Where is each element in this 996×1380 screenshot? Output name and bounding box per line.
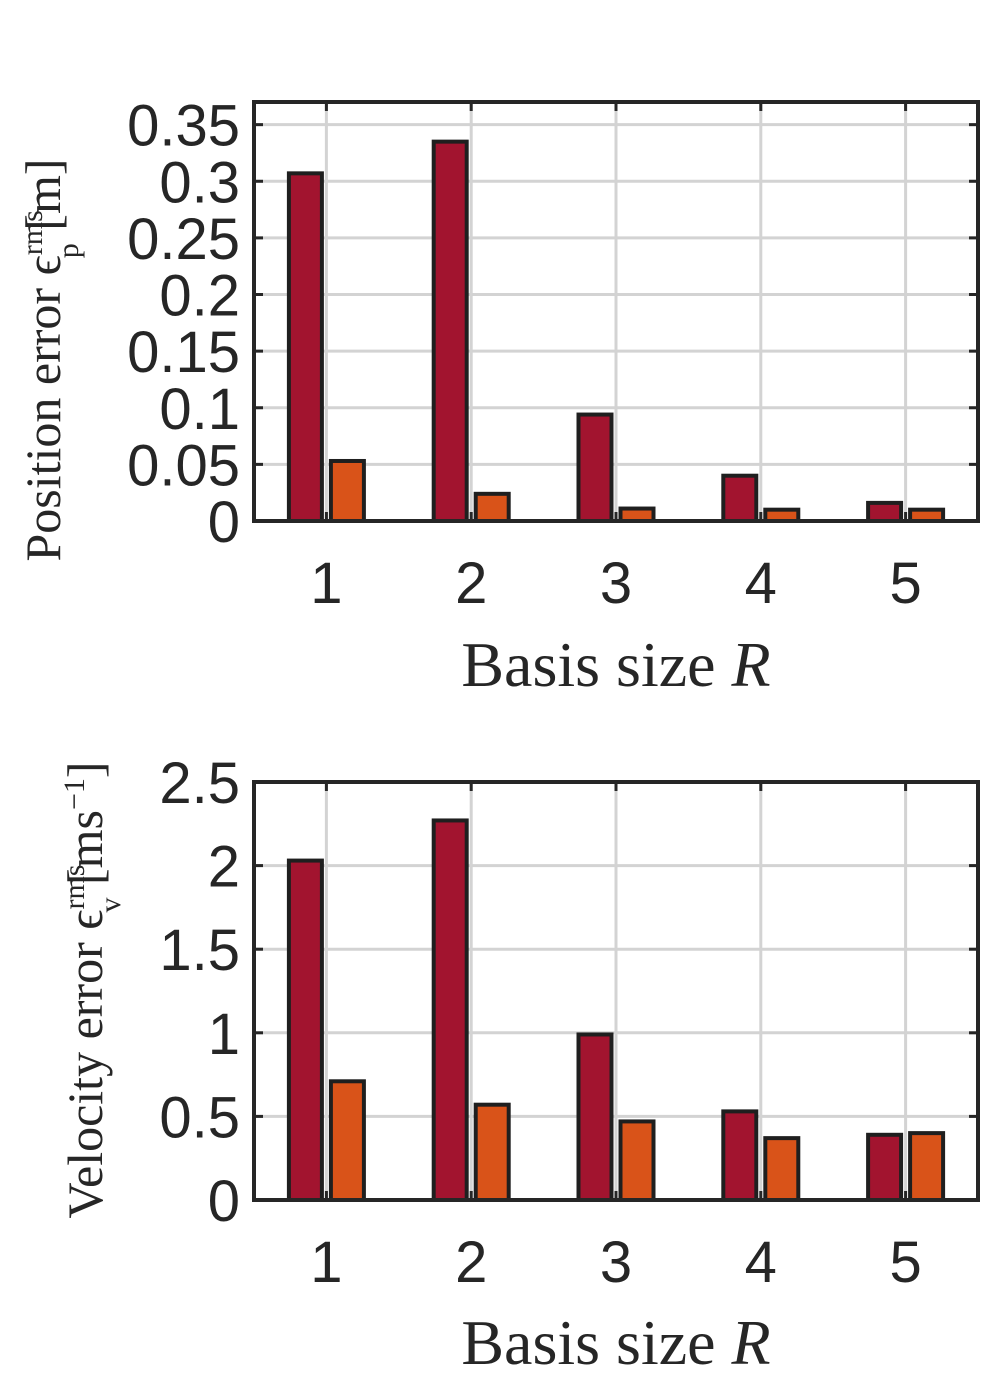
y-tick-label: 0.25 (127, 207, 240, 272)
x-tick-label: 1 (310, 551, 342, 616)
y-tick-label: 2.5 (159, 751, 240, 816)
y-axis-label-unit: [m] (15, 158, 71, 243)
x-tick-label: 2 (455, 1230, 487, 1295)
bar-series-2-2 (473, 1102, 511, 1203)
y-axis-label-unit: [ms (57, 810, 113, 898)
bars (286, 818, 946, 1203)
y-tick-label: 0 (208, 1169, 240, 1234)
plot-frame (252, 100, 980, 523)
bar-series-2-5 (908, 1131, 946, 1202)
bar-series-2-3 (618, 1119, 656, 1203)
y-axis-label-sub: p (52, 243, 85, 258)
x-tick-label: 3 (600, 551, 632, 616)
y-axis-label-unit-end: ] (57, 761, 113, 778)
y-axis-label-unit-sup: −1 (58, 778, 91, 810)
position-error-chart: 00.050.10.150.20.250.30.35 1 2 3 4 5 Basis s… (15, 94, 980, 700)
y-axis-label-sub: v (94, 898, 127, 913)
y-axis-label-text: Velocity error ϵ (57, 910, 113, 1219)
grid (254, 102, 978, 521)
x-axis-label-text: Basis size (461, 629, 731, 700)
x-tick-label: 3 (600, 1230, 632, 1295)
velocity-error-chart: 0 0.5 1 1.5 2 2.5 1 2 3 4 5 Basis size R Velocity… (57, 751, 980, 1378)
y-tick-label: 0.3 (159, 150, 240, 215)
y-axis-label-sup: rms (58, 865, 91, 910)
bar-series-1-4 (721, 1109, 759, 1203)
y-tick-label: 0.05 (127, 433, 240, 498)
bar-series-1-5 (866, 1132, 904, 1202)
y-tick-label: 1 (208, 1002, 240, 1067)
y-tick-label: 0.1 (159, 377, 240, 442)
x-axis-label-var: R (731, 629, 771, 700)
bar-series-1-2 (431, 818, 469, 1202)
bar-series-1-3 (576, 1032, 614, 1203)
x-axis-label: Basis size R (461, 629, 770, 700)
y-axis-label: Position error ϵrms p [m] (15, 158, 85, 561)
x-axis-label-var: R (731, 1307, 771, 1378)
x-tick-label: 5 (889, 551, 921, 616)
x-tick-label: 4 (745, 1230, 777, 1295)
x-tick-label: 1 (310, 1230, 342, 1295)
y-tick-label: 0.35 (127, 94, 240, 159)
bar-series-1-1 (286, 858, 324, 1202)
y-tick-label: 0.2 (159, 264, 240, 329)
y-tick-label: 0 (208, 490, 240, 555)
y-tick-label: 0.5 (159, 1085, 240, 1150)
bar-series-1-5 (866, 500, 904, 523)
bar-series-1-2 (431, 139, 469, 523)
x-tick-label: 4 (745, 551, 777, 616)
x-ticks: 1 2 3 4 5 (310, 102, 922, 616)
bar-series-2-1 (328, 458, 366, 523)
bar-series-2-2 (473, 491, 511, 524)
x-tick-label: 2 (455, 551, 487, 616)
bar-series-1-1 (286, 171, 324, 524)
bar-series-2-1 (328, 1079, 366, 1202)
x-ticks: 1 2 3 4 5 (310, 782, 922, 1295)
bar-series-1-4 (721, 473, 759, 523)
x-axis-label: Basis size R (461, 1307, 770, 1378)
bar-series-2-4 (763, 1136, 801, 1202)
x-axis-label-text: Basis size (461, 1307, 731, 1378)
y-tick-label: 2 (208, 835, 240, 900)
plot-frame (252, 780, 980, 1202)
y-axis-label-text: Position error ϵ (15, 255, 71, 561)
y-axis-label-sup: rms (16, 210, 49, 255)
x-tick-label: 5 (889, 1230, 921, 1295)
y-ticks: 00.050.10.150.20.250.30.35 (127, 94, 978, 555)
bar-series-1-3 (576, 412, 614, 524)
bars (286, 139, 946, 524)
y-tick-label: 1.5 (159, 918, 240, 983)
y-tick-label: 0.15 (127, 320, 240, 385)
y-ticks: 0 0.5 1 1.5 2 2.5 (159, 751, 978, 1234)
y-axis-label: Velocity error ϵrms v [ms−1] (57, 761, 127, 1218)
